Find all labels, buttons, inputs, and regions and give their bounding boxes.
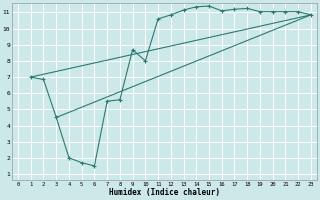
X-axis label: Humidex (Indice chaleur): Humidex (Indice chaleur) <box>109 188 220 197</box>
